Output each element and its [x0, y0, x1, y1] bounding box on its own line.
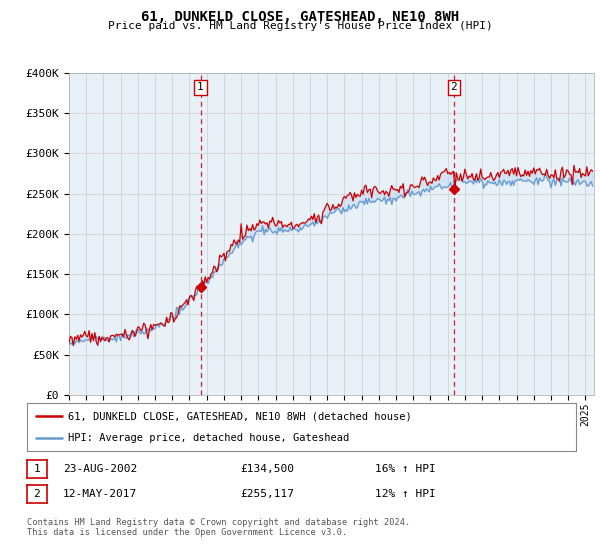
Text: 12-MAY-2017: 12-MAY-2017	[63, 489, 137, 499]
Text: 61, DUNKELD CLOSE, GATESHEAD, NE10 8WH (detached house): 61, DUNKELD CLOSE, GATESHEAD, NE10 8WH (…	[68, 411, 412, 421]
Text: £134,500: £134,500	[240, 464, 294, 474]
Text: Contains HM Land Registry data © Crown copyright and database right 2024.
This d: Contains HM Land Registry data © Crown c…	[27, 518, 410, 538]
Text: 2: 2	[451, 82, 457, 92]
Text: 2: 2	[34, 489, 40, 499]
Text: £255,117: £255,117	[240, 489, 294, 499]
Text: 1: 1	[197, 82, 204, 92]
Text: 12% ↑ HPI: 12% ↑ HPI	[375, 489, 436, 499]
Text: Price paid vs. HM Land Registry's House Price Index (HPI): Price paid vs. HM Land Registry's House …	[107, 21, 493, 31]
Text: 61, DUNKELD CLOSE, GATESHEAD, NE10 8WH: 61, DUNKELD CLOSE, GATESHEAD, NE10 8WH	[141, 10, 459, 24]
Text: 23-AUG-2002: 23-AUG-2002	[63, 464, 137, 474]
Text: 16% ↑ HPI: 16% ↑ HPI	[375, 464, 436, 474]
Text: HPI: Average price, detached house, Gateshead: HPI: Average price, detached house, Gate…	[68, 433, 349, 443]
Text: 1: 1	[34, 464, 40, 474]
